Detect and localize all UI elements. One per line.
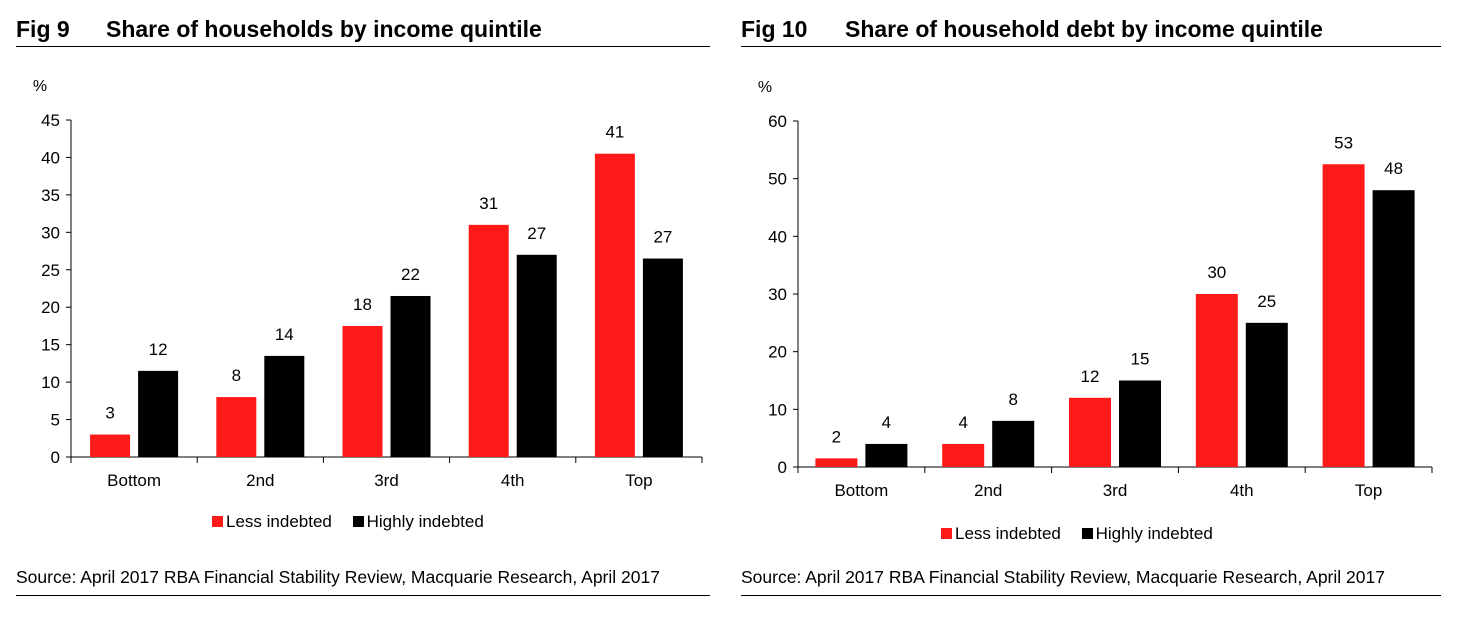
y-tick-label: 0 (778, 458, 787, 477)
bar (138, 370, 179, 457)
source-note: Source: April 2017 RBA Financial Stabili… (741, 566, 1441, 596)
x-category-label: 4th (501, 471, 525, 490)
bar (468, 224, 509, 457)
figure-title: Share of household debt by income quinti… (845, 16, 1323, 42)
bar-value-label: 25 (1257, 292, 1276, 311)
bar (1372, 190, 1415, 467)
y-tick-label: 50 (768, 170, 787, 189)
legend-label: Highly indebted (366, 512, 484, 531)
x-category-label: 3rd (374, 471, 399, 490)
legend-swatch-less (212, 516, 223, 527)
y-tick-label: 5 (51, 411, 60, 430)
y-tick-label: 30 (41, 223, 60, 242)
bar-value-label: 12 (1081, 367, 1100, 386)
x-category-label: Top (625, 471, 652, 490)
legend-item-less-indebted: Less indebted (212, 512, 332, 532)
figure-header: Fig 9 Share of households by income quin… (16, 14, 710, 47)
chart-legend: Less indebted Highly indebted (212, 512, 500, 532)
bar-value-label: 8 (1008, 390, 1017, 409)
y-tick-label: 15 (41, 336, 60, 355)
figure-number: Fig 10 (741, 16, 808, 42)
figure-10-panel: Fig 10 Share of household debt by income… (741, 0, 1441, 637)
bar-value-label: 31 (479, 194, 498, 213)
bar-value-label: 18 (353, 295, 372, 314)
bar-value-label: 12 (149, 340, 168, 359)
bar (1119, 380, 1161, 467)
bar (390, 295, 431, 457)
bar-value-label: 15 (1131, 350, 1150, 369)
x-category-label: Bottom (834, 481, 888, 500)
x-category-label: 4th (1230, 481, 1254, 500)
x-category-label: 3rd (1103, 481, 1128, 500)
bar (594, 153, 635, 457)
bar (1195, 294, 1238, 467)
y-tick-label: 20 (41, 298, 60, 317)
bar-value-label: 27 (653, 228, 672, 247)
y-tick-label: 25 (41, 261, 60, 280)
y-tick-label: 60 (768, 112, 787, 131)
households-share-chart: % 0 5 10 15 20 25 30 35 40 45 3 12 Bottom 8 14 2nd 18 22 3r… (33, 78, 703, 490)
bar (942, 443, 985, 467)
y-tick-label: 10 (41, 373, 60, 392)
legend-label: Less indebted (226, 512, 332, 531)
y-tick-label: 45 (41, 111, 60, 130)
bar (264, 355, 305, 457)
bar-value-label: 22 (401, 265, 420, 284)
bar (865, 443, 908, 467)
bar (1245, 322, 1288, 467)
bar-value-label: 53 (1334, 133, 1353, 152)
bar-value-label: 2 (832, 427, 841, 446)
figure-9-panel: Fig 9 Share of households by income quin… (16, 0, 710, 637)
bar (90, 434, 131, 457)
y-tick-label: 40 (768, 227, 787, 246)
chart-legend: Less indebted Highly indebted (941, 524, 1229, 544)
bar (642, 258, 683, 457)
bar (1069, 397, 1111, 467)
bar (516, 254, 557, 457)
y-tick-label: 35 (41, 186, 60, 205)
y-tick-label: 10 (768, 400, 787, 419)
legend-label: Highly indebted (1095, 524, 1213, 543)
source-note: Source: April 2017 RBA Financial Stabili… (16, 566, 710, 596)
bar (1322, 164, 1365, 467)
x-category-label: Bottom (107, 471, 161, 490)
bar-value-label: 48 (1384, 159, 1403, 178)
x-category-label: Top (1355, 481, 1382, 500)
bar (992, 420, 1035, 467)
bar-value-label: 3 (105, 404, 114, 423)
bar (216, 397, 257, 457)
figure-title: Share of households by income quintile (106, 16, 542, 42)
bar (815, 458, 858, 467)
y-tick-label: 40 (41, 148, 60, 167)
legend-swatch-high (1081, 528, 1093, 539)
legend-item-less-indebted: Less indebted (941, 524, 1061, 544)
figure-number: Fig 9 (16, 16, 70, 42)
bar-value-label: 8 (232, 366, 241, 385)
y-axis-unit-label: % (33, 78, 47, 95)
legend-swatch-less (941, 528, 952, 539)
bar-value-label: 41 (605, 123, 624, 142)
bar-value-label: 30 (1207, 263, 1226, 282)
legend-label: Less indebted (955, 524, 1061, 543)
legend-item-highly-indebted: Highly indebted (352, 512, 484, 532)
legend-swatch-high (352, 516, 364, 527)
figure-header: Fig 10 Share of household debt by income… (741, 14, 1441, 47)
x-category-label: 2nd (974, 481, 1002, 500)
y-tick-label: 20 (768, 343, 787, 362)
bar-value-label: 14 (275, 325, 294, 344)
y-tick-label: 30 (768, 285, 787, 304)
y-tick-label: 0 (51, 448, 60, 467)
bar-value-label: 4 (882, 413, 891, 432)
legend-item-highly-indebted: Highly indebted (1081, 524, 1213, 544)
bar (342, 325, 383, 457)
household-debt-share-chart: %010203040506024Bottom482nd12153rd30254t… (758, 79, 1433, 500)
bar-value-label: 4 (958, 413, 967, 432)
bar-value-label: 27 (527, 224, 546, 243)
y-axis-unit-label: % (758, 79, 772, 96)
x-category-label: 2nd (246, 471, 274, 490)
